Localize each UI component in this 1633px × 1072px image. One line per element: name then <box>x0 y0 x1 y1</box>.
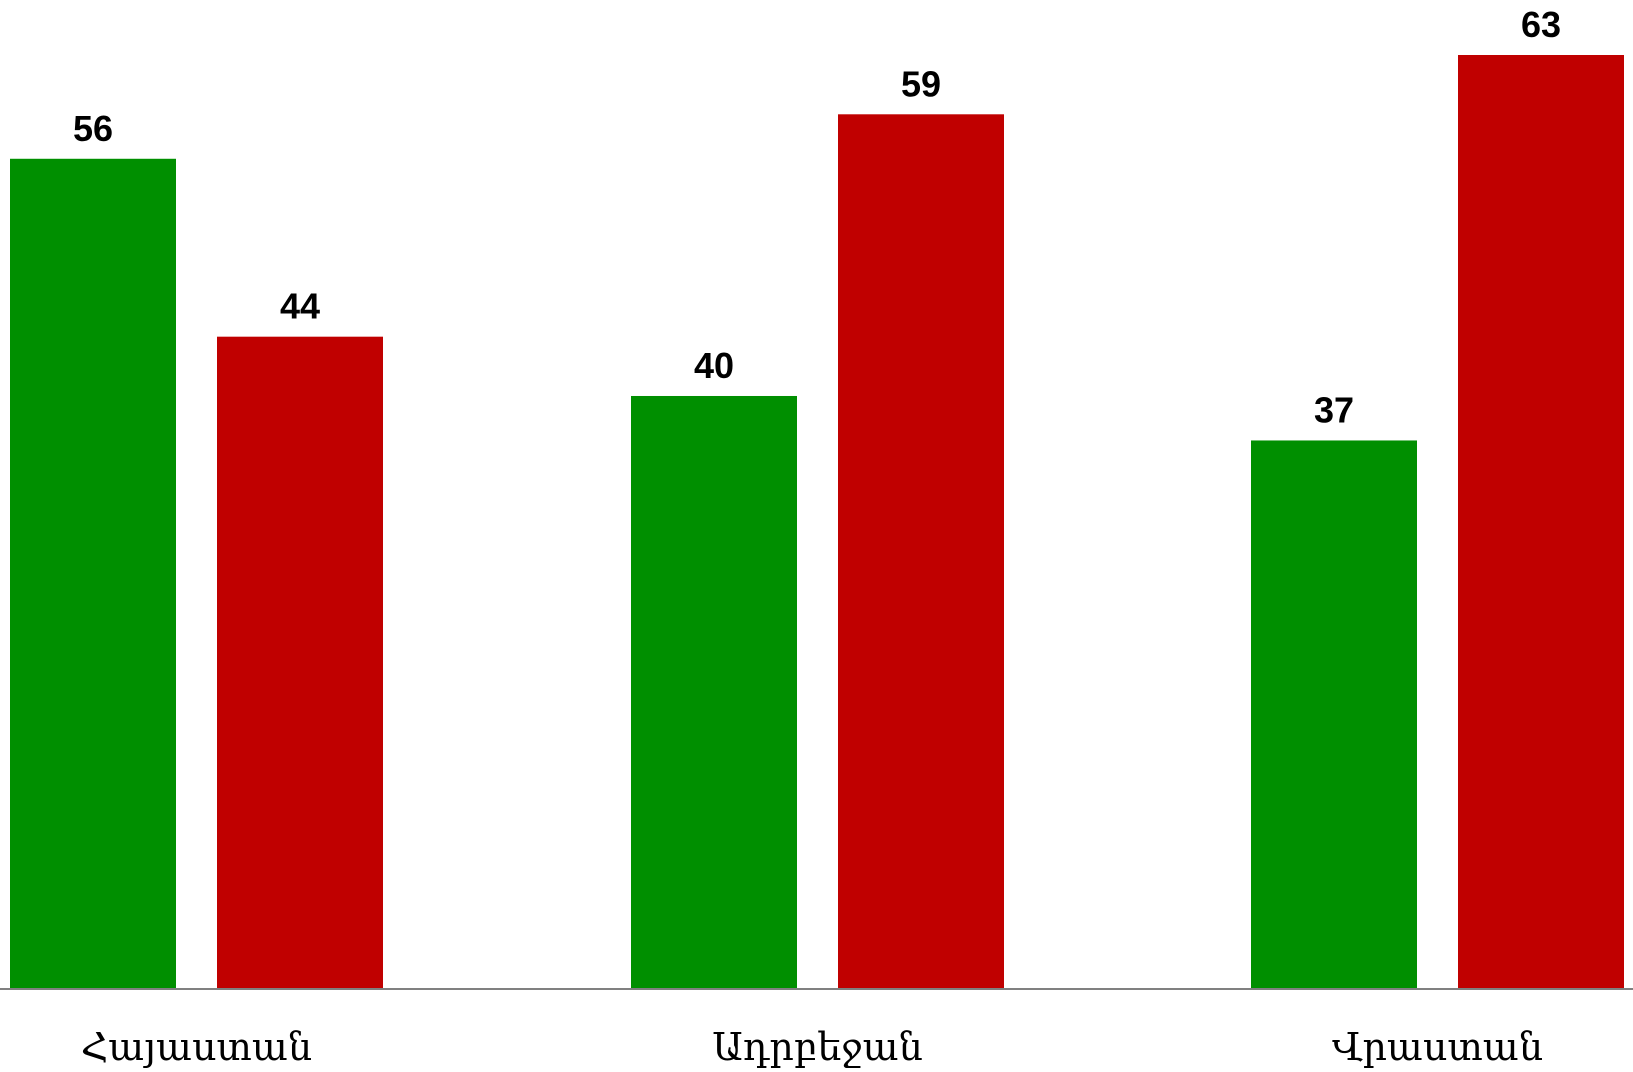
bar-0-1 <box>217 336 383 990</box>
value-label-1-0: 40 <box>694 345 734 386</box>
category-labels-layer: Հայաստան Ադրբեջան Վրաստան <box>81 1025 1543 1069</box>
value-label-2-0: 37 <box>1314 389 1354 430</box>
category-label-2: Վրաստան <box>1332 1025 1543 1069</box>
bar-1-1 <box>838 114 1004 990</box>
bar-1-0 <box>631 395 797 989</box>
value-label-0-1: 44 <box>280 286 320 327</box>
value-label-1-1: 59 <box>901 63 941 104</box>
value-labels-layer: 56 44 40 59 37 63 <box>73 4 1561 430</box>
category-label-1: Ադրբեջան <box>712 1025 923 1069</box>
bars-layer <box>10 55 1624 990</box>
bar-0-0 <box>10 158 176 989</box>
value-label-0-0: 56 <box>73 108 113 149</box>
value-label-2-1: 63 <box>1521 4 1561 45</box>
bar-2-1 <box>1458 55 1624 989</box>
category-label-0: Հայաստան <box>81 1025 312 1069</box>
bar-2-0 <box>1251 440 1417 989</box>
